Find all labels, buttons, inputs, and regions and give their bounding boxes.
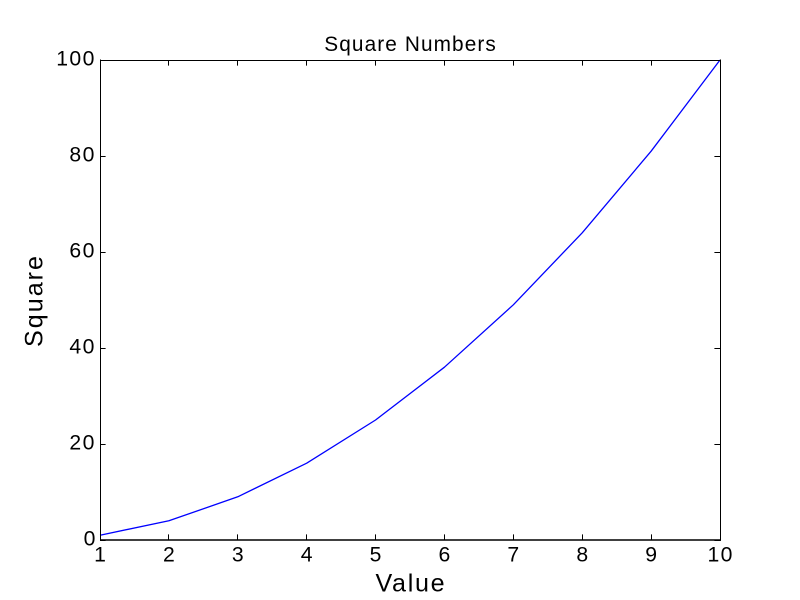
svg-text:40: 40 [69, 336, 95, 359]
svg-text:0: 0 [84, 528, 96, 551]
svg-text:20: 20 [69, 432, 95, 455]
svg-text:4: 4 [301, 544, 313, 567]
svg-text:Square: Square [21, 254, 49, 347]
svg-text:7: 7 [507, 544, 519, 567]
svg-text:1: 1 [94, 544, 106, 567]
svg-text:8: 8 [576, 544, 588, 567]
svg-text:60: 60 [69, 240, 95, 263]
svg-text:Square Numbers: Square Numbers [324, 33, 497, 56]
svg-text:3: 3 [232, 544, 244, 567]
svg-text:10: 10 [708, 544, 734, 567]
svg-text:80: 80 [69, 144, 95, 167]
svg-text:100: 100 [56, 48, 96, 71]
svg-text:9: 9 [645, 544, 657, 567]
svg-text:5: 5 [370, 544, 382, 567]
svg-text:2: 2 [163, 544, 175, 567]
svg-text:6: 6 [439, 544, 451, 567]
svg-text:Value: Value [375, 570, 446, 598]
